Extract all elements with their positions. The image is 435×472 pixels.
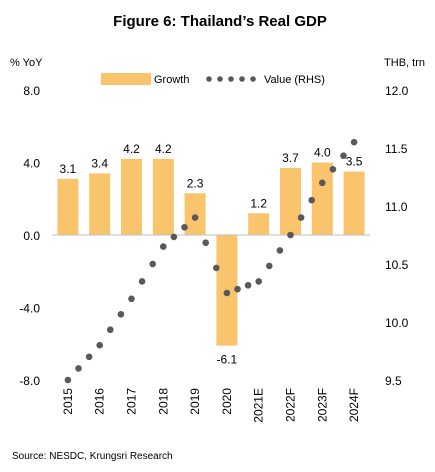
legend-dot (239, 76, 245, 82)
x-tick-label: 2017 (125, 388, 139, 415)
left-axis-title: % YoY (10, 57, 43, 69)
left-tick-label: 8.0 (23, 84, 40, 98)
source-note: Source: NESDC, Krungsri Research (12, 451, 173, 462)
right-axis-ticks: 12.0 11.5 11.0 10.5 10.0 9.5 (385, 84, 409, 388)
left-tick-label: -8.0 (19, 374, 40, 388)
value-point (160, 243, 167, 250)
bar-value-label: 3.5 (346, 155, 363, 169)
value-line-dot (340, 152, 347, 160)
x-tick-label: 2021E (252, 388, 266, 423)
value-point (319, 179, 326, 187)
x-tick-label: 2020 (220, 388, 234, 415)
value-line-dot (107, 326, 114, 334)
bar-2019 (184, 193, 206, 235)
legend: Growth Value (RHS) (101, 73, 325, 86)
value-point (128, 295, 135, 303)
value-point (255, 278, 262, 285)
value-line-dot (85, 353, 93, 361)
bar-value-label: 3.4 (91, 156, 108, 170)
value-point (191, 214, 199, 221)
x-tick-label: 2015 (61, 388, 75, 415)
bar-2016 (89, 173, 111, 235)
legend-swatch-growth (101, 73, 151, 85)
value-point (287, 231, 294, 239)
x-axis-ticks: 2015 2016 2017 2018 2019 2020 2021E 2022F 2023F 2… (61, 388, 361, 423)
chart-title: Figure 6: Thailand’s Real GDP (113, 13, 327, 30)
value-line-dot (266, 262, 273, 270)
value-line-dot (213, 264, 220, 272)
left-tick-label: 0.0 (23, 229, 40, 243)
bar-value-label: 3.1 (60, 162, 77, 176)
bar-value-label: 2.3 (187, 176, 204, 190)
value-line-dot (297, 214, 305, 221)
value-point (350, 138, 358, 146)
value-line-dot (170, 233, 178, 241)
value-point (223, 289, 231, 297)
value-point (64, 376, 72, 384)
bar-2024f (343, 171, 365, 235)
value-point (96, 341, 103, 349)
value-line-dot (138, 278, 146, 285)
legend-dot (217, 76, 223, 82)
bar-value-label: 3.7 (282, 151, 299, 165)
legend-label-value: Value (RHS) (264, 74, 325, 86)
bar-2017 (121, 158, 142, 235)
right-tick-label: 11.0 (385, 200, 408, 214)
value-line-dot (244, 281, 252, 289)
right-tick-label: 10.5 (385, 258, 409, 272)
bar-value-label: 1.2 (250, 196, 267, 210)
bar-value-label: -6.1 (217, 353, 238, 367)
value-line-dot (149, 260, 156, 268)
left-tick-label: -4.0 (19, 302, 40, 316)
x-tick-label: 2018 (156, 388, 170, 415)
value-line-dot (276, 247, 284, 254)
value-line-dot (181, 223, 188, 231)
value-line-dot (308, 196, 316, 204)
value-line-dot (117, 310, 125, 318)
legend-swatch-value (206, 76, 256, 82)
bar-2015 (57, 178, 79, 235)
value-line-dot (75, 365, 82, 372)
legend-dot (228, 76, 234, 82)
legend-dot (206, 76, 212, 82)
x-tick-label: 2024F (347, 388, 361, 422)
value-line-dots (64, 138, 358, 384)
legend-dot (250, 76, 256, 82)
value-line-dot (329, 165, 337, 173)
x-tick-label: 2023F (315, 388, 329, 422)
value-line-dot (202, 239, 209, 247)
right-tick-label: 10.0 (385, 316, 409, 330)
bar-value-label: 4.2 (123, 142, 140, 156)
right-tick-label: 12.0 (385, 84, 409, 98)
x-tick-label: 2022F (284, 388, 298, 422)
bar-2023f (311, 162, 333, 235)
growth-bars (57, 158, 365, 346)
bar-value-label: 4.0 (314, 146, 331, 160)
right-tick-label: 9.5 (385, 374, 402, 388)
bar-2018 (152, 158, 174, 235)
bar-value-label: 4.2 (155, 142, 172, 156)
bar-2022f (280, 167, 301, 235)
bar-value-labels: 3.1 3.4 4.2 4.2 2.3 -6.1 1.2 3.7 4.0 3.5 (60, 142, 363, 367)
left-axis-ticks: 8.0 4.0 0.0 -4.0 -8.0 (19, 84, 40, 388)
left-tick-label: 4.0 (23, 157, 40, 171)
bar-2021e (248, 213, 270, 235)
value-line-dot (234, 285, 241, 293)
x-tick-label: 2019 (188, 388, 202, 415)
x-tick-label: 2016 (93, 388, 107, 415)
legend-label-growth: Growth (154, 74, 189, 86)
right-tick-label: 11.5 (385, 142, 408, 156)
right-axis-title: THB, trn (384, 57, 425, 69)
